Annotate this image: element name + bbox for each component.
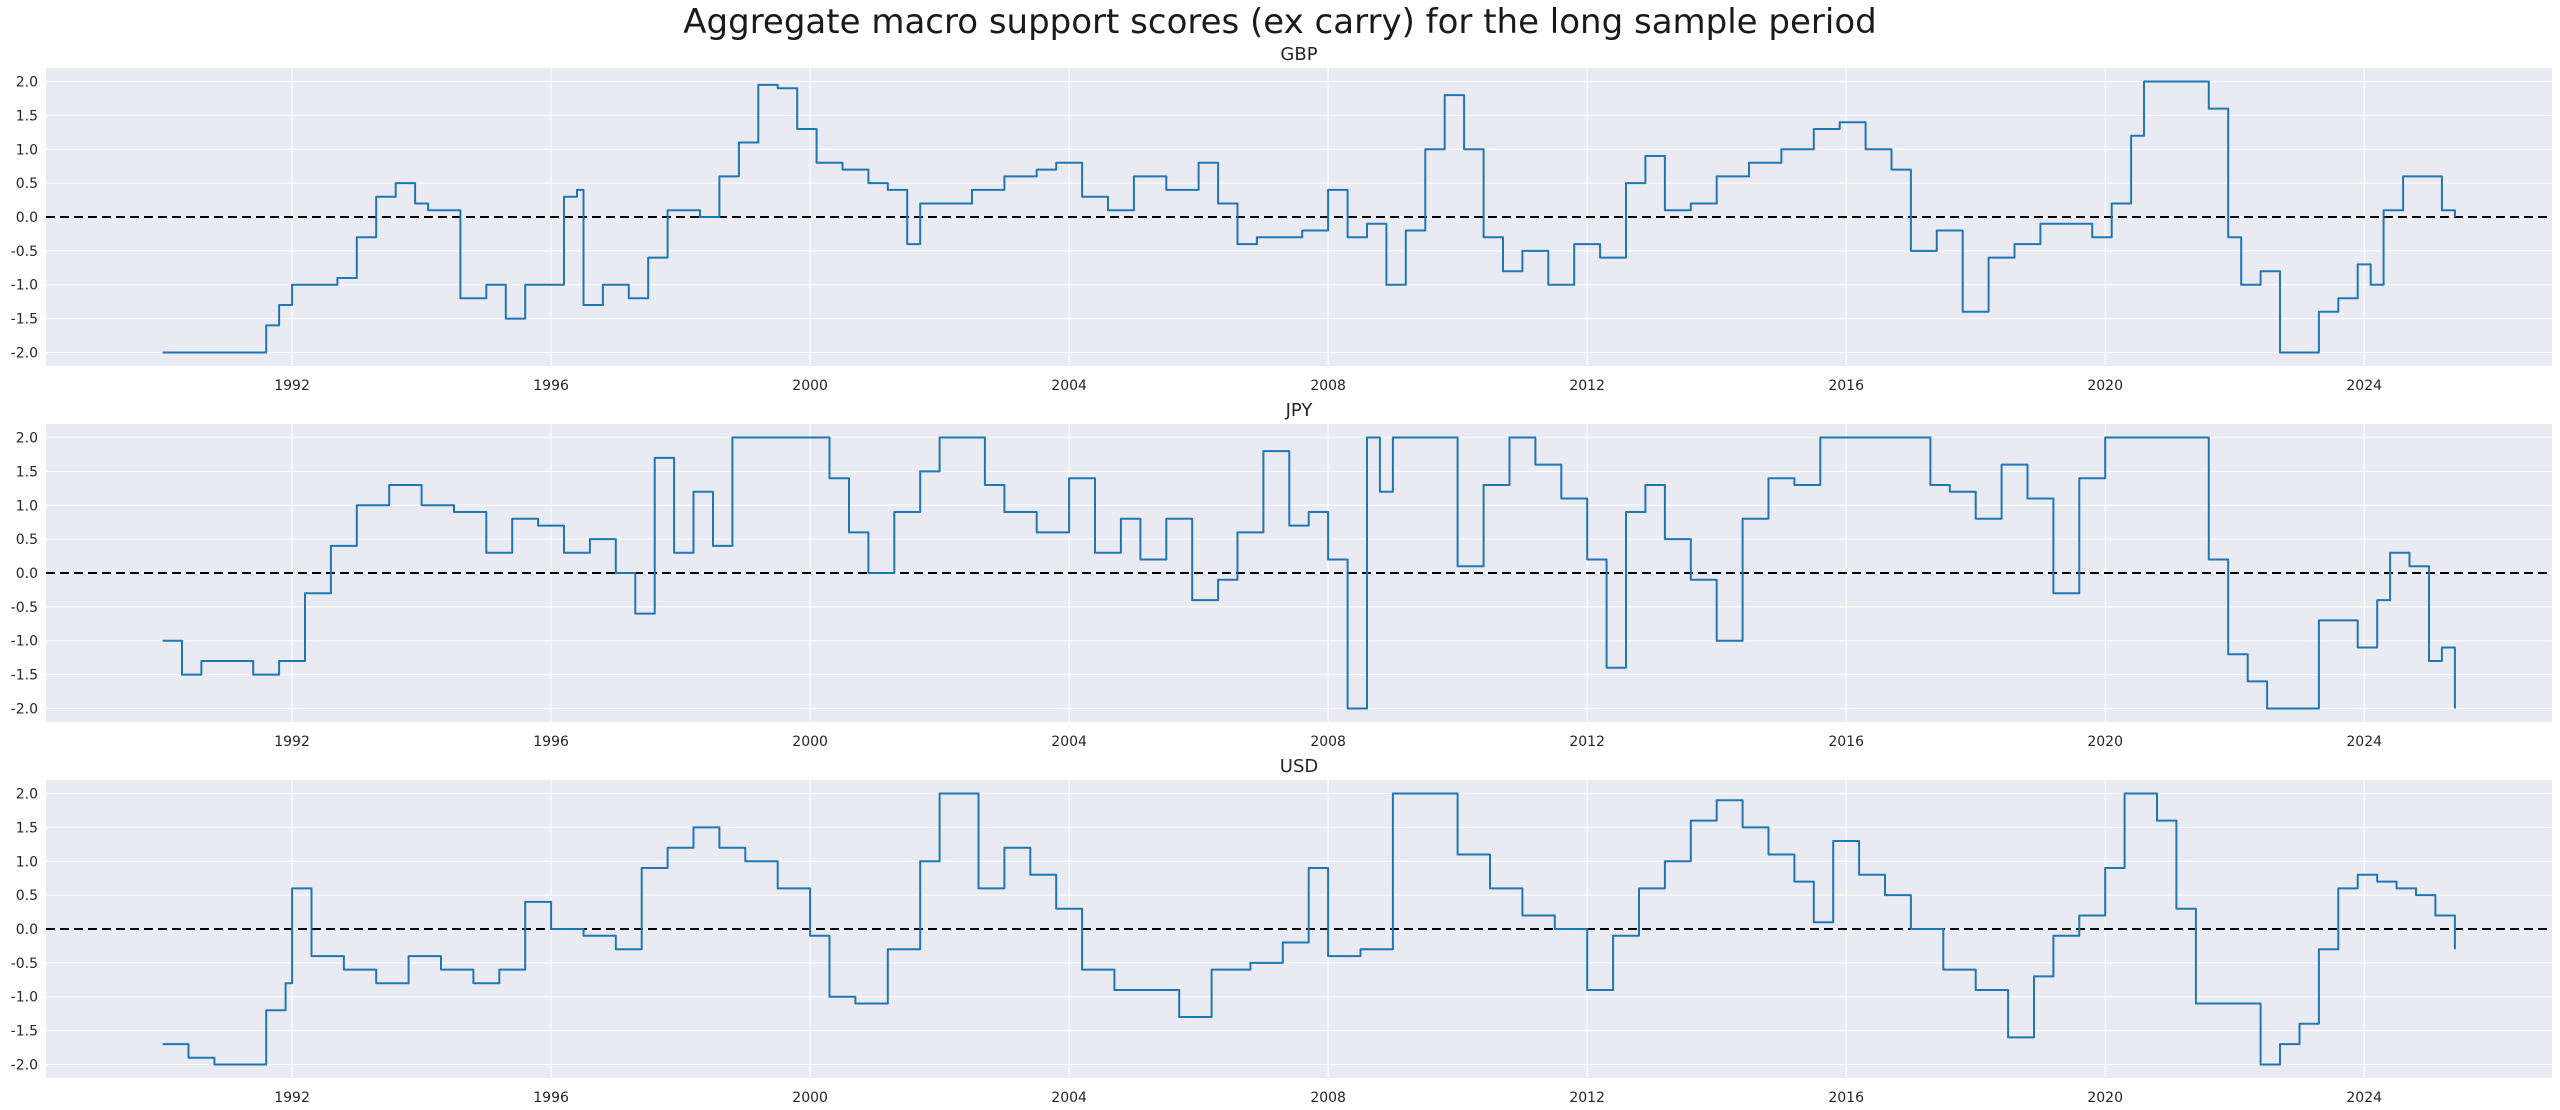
jpy-ytick-label: -0.5	[11, 600, 38, 616]
gbp-xtick-label: 2008	[1310, 378, 1346, 394]
gbp-xtick-label: 2012	[1569, 378, 1605, 394]
gbp-panel: -2.0 -1.5 -1.0 -0.5 0.0 0.5 1.0 1.5 2.0 1992 1996 2…	[11, 44, 2552, 394]
gbp-ytick-label: -1.0	[11, 278, 38, 294]
gbp-xtick-label: 1992	[274, 378, 310, 394]
gbp-ytick-label: -0.5	[11, 244, 38, 260]
jpy-ytick-label: 1.5	[16, 464, 38, 480]
jpy-ytick-label: -1.5	[11, 668, 38, 684]
usd-xtick-label: 1996	[533, 1090, 569, 1106]
gbp-ytick-label: 1.0	[16, 142, 38, 158]
jpy-ytick-label: -1.0	[11, 634, 38, 650]
usd-panel-title: USD	[1280, 756, 1318, 777]
usd-xtick-label: 2024	[2346, 1090, 2382, 1106]
gbp-panel-title: GBP	[1280, 44, 1317, 65]
usd-ytick-label: 0.0	[16, 922, 38, 938]
gbp-xtick-label: 2000	[792, 378, 828, 394]
usd-xtick-label: 1992	[274, 1090, 310, 1106]
gbp-xtick-label: 2004	[1051, 378, 1087, 394]
jpy-ytick-label: 1.0	[16, 498, 38, 514]
usd-xtick-label: 2004	[1051, 1090, 1087, 1106]
usd-ytick-label: -0.5	[11, 956, 38, 972]
usd-series-line	[162, 792, 2456, 1066]
jpy-ytick-label: 0.0	[16, 566, 38, 582]
jpy-xtick-label: 2020	[2087, 734, 2123, 750]
usd-xtick-label: 2020	[2087, 1090, 2123, 1106]
gbp-xtick-label: 1996	[533, 378, 569, 394]
jpy-xtick-label: 2016	[1828, 734, 1864, 750]
gbp-xtick-label: 2020	[2087, 378, 2123, 394]
usd-xtick-label: 2008	[1310, 1090, 1346, 1106]
usd-ytick-label: 1.0	[16, 854, 38, 870]
jpy-xtick-label: 2008	[1310, 734, 1346, 750]
gbp-ytick-label: 0.5	[16, 176, 38, 192]
usd-ytick-label: -2.0	[11, 1057, 38, 1073]
jpy-xtick-label: 2000	[792, 734, 828, 750]
jpy-ytick-label: 0.5	[16, 532, 38, 548]
jpy-panel-title: JPY	[1285, 400, 1314, 421]
usd-ytick-label: 2.0	[16, 787, 38, 803]
jpy-xtick-label: 2012	[1569, 734, 1605, 750]
usd-ytick-label: 1.5	[16, 820, 38, 836]
gbp-ytick-label: -2.0	[11, 345, 38, 361]
gbp-ytick-label: 0.0	[16, 210, 38, 226]
jpy-ytick-label: -2.0	[11, 701, 38, 717]
usd-panel: -2.0 -1.5 -1.0 -0.5 0.0 0.5 1.0 1.5 2.0 1992 1996 2…	[11, 756, 2552, 1106]
gbp-xtick-label: 2024	[2346, 378, 2382, 394]
usd-ytick-label: -1.0	[11, 990, 38, 1006]
jpy-xtick-label: 2024	[2346, 734, 2382, 750]
gbp-xtick-label: 2016	[1828, 378, 1864, 394]
gbp-ytick-label: 2.0	[16, 75, 38, 91]
usd-ytick-label: 0.5	[16, 888, 38, 904]
figure-title: Aggregate macro support scores (ex carry…	[683, 2, 1877, 42]
usd-xtick-label: 2000	[792, 1090, 828, 1106]
jpy-ytick-label: 2.0	[16, 431, 38, 447]
gbp-ytick-label: -1.5	[11, 312, 38, 328]
usd-ytick-label: -1.5	[11, 1024, 38, 1040]
usd-xtick-label: 2016	[1828, 1090, 1864, 1106]
jpy-panel: -2.0 -1.5 -1.0 -0.5 0.0 0.5 1.0 1.5 2.0 1992 1996 2…	[11, 400, 2552, 750]
gbp-series-line	[162, 80, 2456, 354]
jpy-xtick-label: 2004	[1051, 734, 1087, 750]
jpy-xtick-label: 1992	[274, 734, 310, 750]
jpy-series-line	[162, 436, 2456, 710]
jpy-xtick-label: 1996	[533, 734, 569, 750]
usd-xtick-label: 2012	[1569, 1090, 1605, 1106]
gbp-ytick-label: 1.5	[16, 108, 38, 124]
